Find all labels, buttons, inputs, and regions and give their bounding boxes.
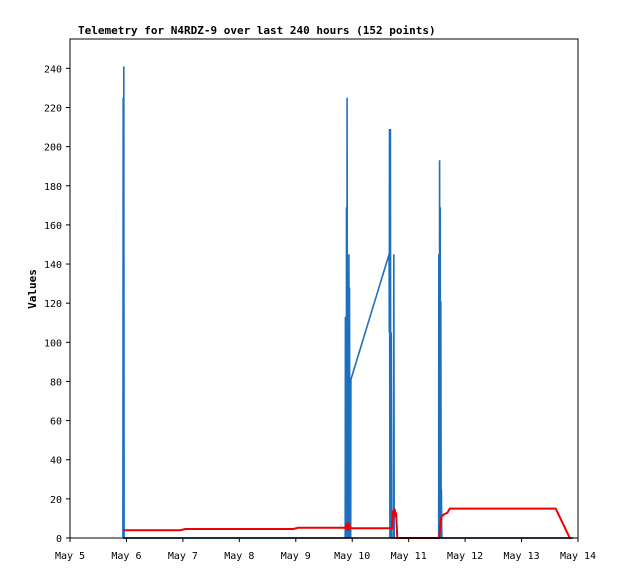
series-line-1 — [122, 66, 571, 539]
y-axis: 0 20 40 60 80 100 120 140 160 180 200 220 240 — [44, 64, 70, 545]
x-tick-label: May 6 — [111, 551, 141, 562]
x-tick-label: May 7 — [168, 551, 198, 562]
x-tick-label: May 14 — [560, 551, 596, 562]
y-tick-label: 80 — [50, 377, 62, 388]
y-tick-label: 220 — [44, 103, 62, 114]
x-tick-label: May 12 — [447, 551, 483, 562]
y-tick-label: 20 — [50, 495, 62, 506]
y-axis-label: Values — [26, 269, 39, 309]
x-tick-label: May 8 — [224, 551, 254, 562]
y-tick-label: 60 — [50, 417, 62, 428]
y-tick-label: 140 — [44, 260, 62, 271]
plot-frame — [69, 38, 579, 539]
chart-title: Telemetry for N4RDZ-9 over last 240 hour… — [78, 24, 436, 37]
y-tick-label: 120 — [44, 299, 62, 310]
y-tick-label: 180 — [44, 182, 62, 193]
x-tick-label: May 5 — [55, 551, 85, 562]
x-tick-label: May 9 — [281, 551, 311, 562]
x-tick-label: May 11 — [391, 551, 427, 562]
y-tick-label: 160 — [44, 221, 62, 232]
y-tick-label: 0 — [56, 534, 62, 545]
x-tick-label: May 10 — [334, 551, 370, 562]
x-axis: May 5 May 6 May 7 May 8 May 9 May 10 May 11 May… — [55, 538, 596, 562]
y-tick-label: 240 — [44, 64, 62, 75]
y-tick-label: 100 — [44, 338, 62, 349]
series-line-2 — [122, 507, 571, 539]
y-tick-label: 40 — [50, 456, 62, 467]
series-group — [122, 66, 574, 539]
x-tick-label: May 13 — [503, 551, 539, 562]
y-tick-label: 200 — [44, 143, 62, 154]
